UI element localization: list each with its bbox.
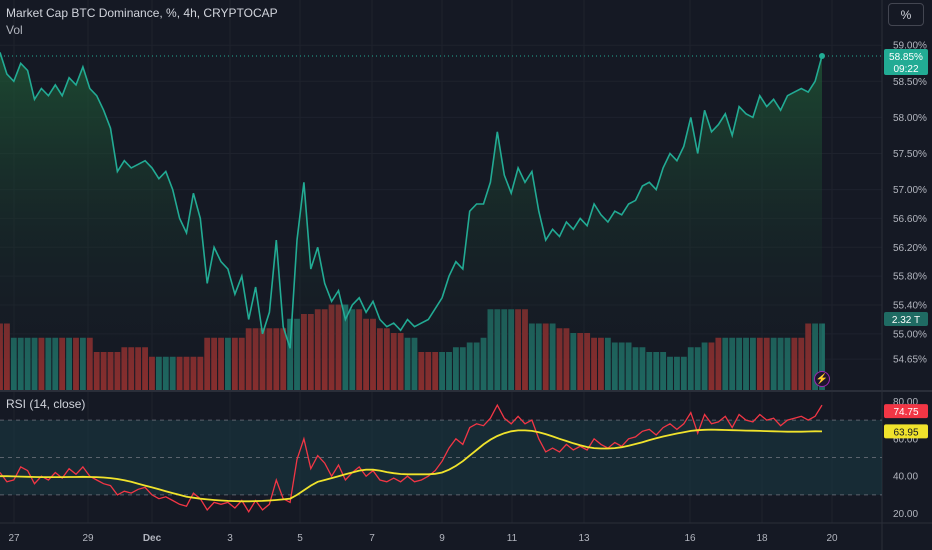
price-tick-label: 55.40% (893, 301, 927, 312)
last-price-badge-text: 58.85% (889, 52, 923, 63)
last-value-badges: 58.85%09:22 2.32 T 74.75 63.95 (884, 49, 928, 439)
rsi-label: RSI (14, close) (6, 397, 86, 411)
time-tick-label: 11 (507, 533, 518, 544)
rsi-ma-line (0, 428, 823, 503)
time-tick-label: 3 (227, 533, 233, 544)
price-tick-label: 57.50% (893, 149, 927, 160)
price-axis[interactable]: 59.00% 58.50% 58.00% 57.50% 57.00% 56.60% 56.2… (893, 41, 927, 520)
rsi-panel (0, 403, 882, 514)
time-tick-label: 9 (439, 533, 445, 544)
time-tick-label: 27 (8, 533, 20, 544)
time-tick-label: 29 (82, 533, 94, 544)
lightning-icon[interactable]: ⚡ (814, 371, 830, 387)
time-tick-label: 18 (756, 533, 768, 544)
time-tick-label: 5 (297, 533, 303, 544)
price-area-fill (0, 52, 822, 391)
rsi-tick-label: 20.00 (893, 509, 918, 520)
time-tick-label: Dec (143, 533, 162, 544)
time-axis[interactable]: 27 29 Dec 3 5 7 9 11 13 16 18 20 (8, 533, 838, 544)
time-tick-label: 7 (369, 533, 375, 544)
chart-title: Market Cap BTC Dominance, %, 4h, CRYPTOC… (6, 6, 278, 20)
time-tick-label: 20 (826, 533, 838, 544)
rsi-ma-badge-text: 63.95 (893, 427, 918, 438)
rsi-ma-badge-bg (884, 424, 928, 439)
price-tick-label: 59.00% (893, 41, 927, 52)
rsi-badge-text: 74.75 (893, 407, 918, 418)
price-tick-label: 57.00% (893, 185, 927, 196)
volume-badge-text: 2.32 T (892, 315, 920, 326)
volume-badge-bg (884, 312, 928, 326)
price-tick-label: 56.60% (893, 214, 927, 225)
price-tick-label: 58.00% (893, 113, 927, 124)
volume-bar (819, 323, 825, 390)
rsi-tick-label: 60.00 (893, 434, 918, 445)
last-price-badge-bg (884, 49, 928, 76)
price-tick-label: 58.50% (893, 77, 927, 88)
price-tick-label: 55.80% (893, 272, 927, 283)
price-line (0, 52, 823, 349)
price-tick-label: 54.65% (893, 355, 927, 366)
rsi-tick-label: 80.00 (893, 397, 918, 408)
rsi-badge-bg (884, 404, 928, 419)
price-tick-label: 55.00% (893, 329, 927, 340)
price-area (0, 52, 882, 391)
last-price-dot (819, 53, 825, 60)
time-tick-label: 13 (578, 533, 590, 544)
percent-scale-button[interactable]: % (888, 3, 924, 26)
rsi-tick-label: 40.00 (893, 472, 918, 483)
time-tick-label: 16 (684, 533, 696, 544)
volume-label: Vol (6, 23, 23, 37)
price-tick-label: 56.20% (893, 243, 927, 254)
last-price-badge-text: 09:22 (893, 64, 918, 75)
rsi-line (0, 403, 823, 514)
